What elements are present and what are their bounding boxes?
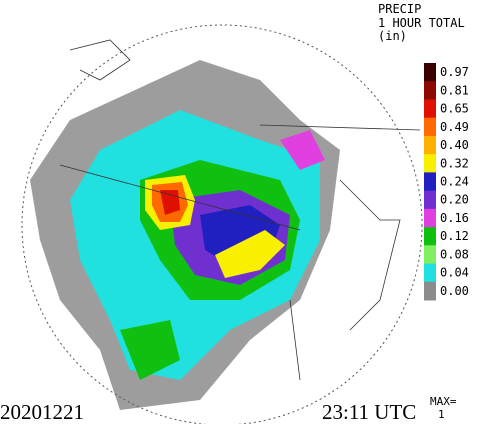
legend-label: 0.24 (440, 175, 469, 189)
legend-label: 0.97 (440, 65, 469, 79)
time: 23:11 UTC (322, 400, 416, 424)
legend-swatch (424, 117, 436, 137)
max-label: MAX= (430, 395, 457, 408)
legend-swatch (424, 154, 436, 173)
legend-swatch (424, 245, 436, 265)
legend-label: 0.40 (440, 138, 469, 152)
legend-label: 0.81 (440, 83, 469, 97)
legend-label: 0.20 (440, 193, 469, 207)
legend-label: 0.00 (440, 284, 469, 298)
period: 1 HOUR TOTAL (378, 16, 465, 30)
legend-swatch (424, 227, 436, 246)
product-title: PRECIP (378, 2, 421, 16)
legend-swatch (424, 63, 436, 82)
legend-swatch (424, 99, 436, 119)
radar-echoes (30, 60, 340, 410)
range-ring (21, 24, 423, 424)
legend-swatch (424, 263, 436, 283)
unit: (in) (378, 29, 407, 43)
legend-label: 0.04 (440, 266, 469, 280)
legend-swatch (424, 281, 436, 301)
legend-swatch (424, 172, 436, 192)
legend-swatch (424, 190, 436, 210)
max-value: 1 (438, 408, 445, 421)
boundaries (59, 39, 421, 381)
color-legend: 0.97 0.81 0.65 0.49 0.40 0.32 0.24 0.20 0.16 0.12… (424, 63, 469, 301)
legend-label: 0.16 (440, 211, 469, 225)
legend-swatch (424, 208, 436, 228)
legend-label: 0.08 (440, 247, 469, 261)
legend-label: 0.12 (440, 229, 469, 243)
legend-label: 0.32 (440, 156, 469, 170)
legend-swatch (424, 135, 436, 155)
legend-label: 0.65 (440, 102, 469, 116)
legend-swatch (424, 81, 436, 100)
date: 20201221 (0, 400, 84, 424)
legend-label: 0.49 (440, 120, 469, 134)
